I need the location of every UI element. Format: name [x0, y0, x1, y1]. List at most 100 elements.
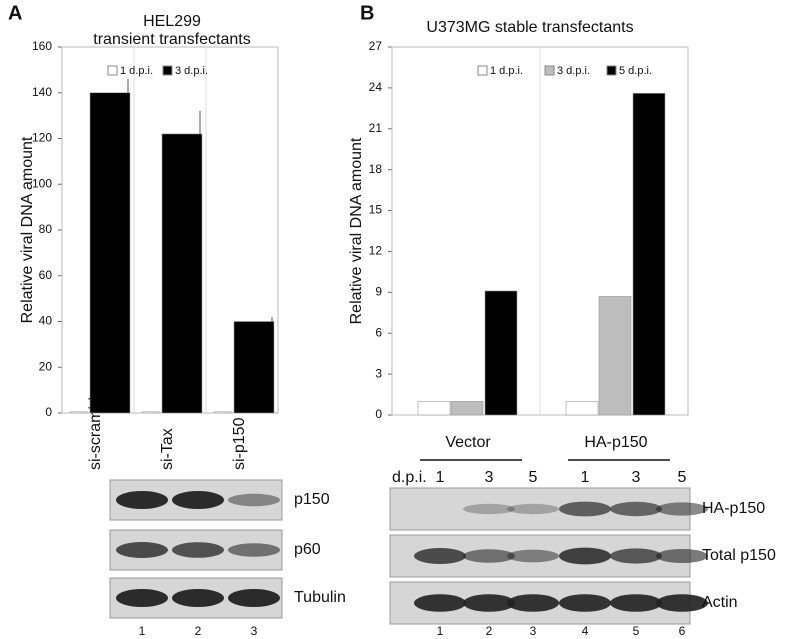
y-tick-label: 21: [369, 121, 383, 135]
blot-band: [610, 594, 662, 612]
blot-band: [656, 594, 708, 612]
blot-band: [228, 589, 280, 607]
dpi-value: 5: [529, 469, 538, 486]
bar: [565, 401, 599, 416]
bar: [141, 411, 161, 414]
bar: [213, 411, 233, 414]
blot-band: [610, 548, 662, 564]
y-tick-label: 0: [375, 407, 382, 421]
band-label: HA-p150: [702, 500, 765, 517]
blot-band: [414, 594, 466, 612]
lane-label: 5: [633, 624, 640, 638]
legend-swatch: [606, 65, 617, 76]
blot-band: [116, 542, 168, 558]
blot-band: [559, 547, 611, 565]
band-label: Actin: [702, 594, 738, 611]
blot-band: [172, 589, 224, 607]
x-tick-label: si-Tax: [159, 428, 176, 470]
lane-label: 2: [195, 624, 202, 638]
y-tick-label: 9: [375, 285, 382, 299]
blot-band: [656, 549, 708, 563]
lane-label: 1: [139, 624, 146, 638]
chart-title: HEL299: [143, 13, 201, 30]
band-label: Total p150: [702, 547, 776, 564]
blot-band: [172, 542, 224, 558]
lane-label: 1: [437, 624, 444, 638]
legend-swatch: [544, 65, 555, 76]
x-tick-label: HA-p150: [584, 434, 647, 451]
bar: [69, 411, 89, 414]
blot-band: [463, 503, 515, 515]
blot-band: [559, 501, 611, 517]
blot-band: [507, 549, 559, 563]
blot-band: [228, 493, 280, 507]
y-tick-label: 6: [375, 325, 382, 339]
y-tick-label: 18: [369, 162, 383, 176]
dpi-label: d.p.i.: [392, 469, 427, 486]
blot-band: [116, 589, 168, 607]
y-tick-label: 100: [32, 176, 52, 190]
blot-band: [172, 491, 224, 509]
blot-band: [559, 594, 611, 612]
legend-swatch: [107, 65, 118, 76]
chart-subtitle: transient transfectants: [93, 31, 250, 48]
lane-label: 4: [582, 624, 589, 638]
y-tick-label: 140: [32, 85, 52, 99]
bar: [161, 133, 203, 414]
y-tick-label: 3: [375, 366, 382, 380]
dpi-value: 3: [485, 469, 494, 486]
y-tick-label: 12: [369, 244, 383, 258]
bar: [484, 290, 518, 416]
dpi-value: 3: [632, 469, 641, 486]
dpi-value: 1: [581, 469, 590, 486]
y-tick-label: 120: [32, 131, 52, 145]
blot-band: [463, 549, 515, 563]
dpi-value: 1: [436, 469, 445, 486]
legend-label: 3 d.p.i.: [175, 65, 208, 77]
y-tick-label: 40: [39, 314, 53, 328]
bar: [233, 321, 275, 414]
band-label: p60: [294, 541, 321, 558]
y-tick-label: 24: [369, 80, 383, 94]
legend-label: 1 d.p.i.: [490, 65, 523, 77]
y-tick-label: 20: [39, 359, 53, 373]
bar: [450, 401, 484, 416]
legend-label: 1 d.p.i.: [120, 65, 153, 77]
bar: [632, 93, 666, 416]
legend-label: 3 d.p.i.: [557, 65, 590, 77]
y-tick-label: 80: [39, 222, 53, 236]
blot-band: [228, 543, 280, 557]
band-label: p150: [294, 491, 330, 508]
blot-band: [414, 548, 466, 564]
bar: [598, 296, 632, 416]
x-tick-label: Vector: [445, 434, 491, 451]
legend-label: 5 d.p.i.: [619, 65, 652, 77]
y-tick-label: 15: [369, 203, 383, 217]
lane-label: 3: [251, 624, 258, 638]
lane-label: 6: [679, 624, 686, 638]
y-tick-label: 0: [45, 405, 52, 419]
lane-label: 3: [530, 624, 537, 638]
blot-band: [610, 501, 662, 517]
band-label: Tubulin: [294, 589, 346, 606]
y-axis-label: Relative viral DNA amount: [348, 137, 365, 324]
panel-label: B: [360, 2, 374, 24]
blot-band: [507, 594, 559, 612]
dpi-value: 5: [678, 469, 687, 486]
panel-label: A: [8, 2, 22, 24]
blot-band: [116, 491, 168, 509]
y-tick-label: 27: [369, 39, 383, 53]
legend-swatch: [162, 65, 173, 76]
legend-swatch: [477, 65, 488, 76]
blot-band: [656, 502, 708, 516]
blot-band: [507, 503, 559, 515]
y-tick-label: 60: [39, 268, 53, 282]
y-axis-label: Relative viral DNA amount: [19, 136, 36, 323]
x-tick-label: si-p150: [231, 417, 248, 470]
blot-band: [463, 594, 515, 612]
bar: [417, 401, 451, 416]
y-tick-label: 160: [32, 39, 52, 53]
bar: [89, 92, 131, 414]
lane-label: 2: [486, 624, 493, 638]
